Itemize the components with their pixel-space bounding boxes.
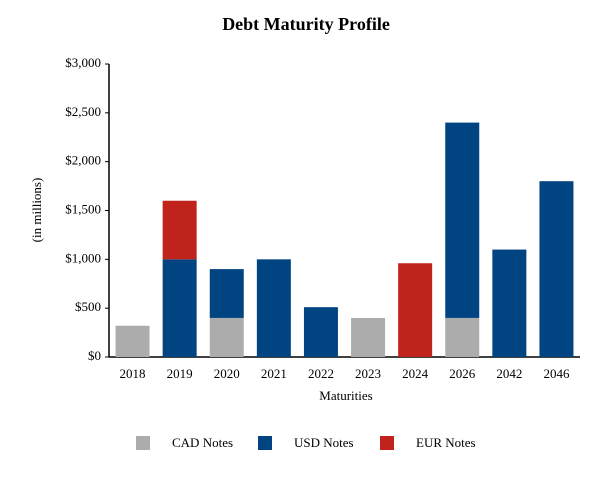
y-tick-label: $3,000: [65, 55, 101, 70]
y-tick-label: $500: [75, 299, 101, 314]
bar-segment: [209, 269, 244, 318]
legend-label: CAD Notes: [172, 435, 233, 450]
x-tick-label: 2026: [449, 366, 476, 381]
legend-swatch: [136, 436, 150, 450]
y-tick-label: $1,000: [65, 250, 101, 265]
x-tick-label: 2023: [355, 366, 381, 381]
bar-segment: [115, 325, 150, 357]
bar-segment: [303, 307, 338, 357]
bar-segment: [445, 317, 480, 357]
bar-segment: [256, 259, 291, 357]
x-axis-label: Maturities: [319, 388, 372, 403]
x-tick-label: 2046: [543, 366, 570, 381]
x-tick-label: 2024: [402, 366, 429, 381]
x-tick-label: 2019: [167, 366, 193, 381]
x-tick-label: 2022: [308, 366, 334, 381]
y-tick-label: $0: [88, 348, 101, 363]
y-tick-label: $2,500: [65, 104, 101, 119]
bar-segment: [209, 317, 244, 357]
bar-segment: [162, 200, 197, 260]
legend-label: EUR Notes: [416, 435, 476, 450]
bar-segment: [351, 317, 386, 357]
y-tick-label: $1,500: [65, 201, 101, 216]
legend-swatch: [258, 436, 272, 450]
x-tick-label: 2018: [120, 366, 146, 381]
y-tick-label: $2,000: [65, 153, 101, 168]
x-tick-label: 2042: [496, 366, 522, 381]
y-axis-label: (in millions): [29, 178, 44, 243]
bar-segment: [445, 122, 480, 318]
bar-segment: [162, 259, 197, 357]
bar-segment: [398, 263, 433, 357]
legend-swatch: [380, 436, 394, 450]
x-tick-label: 2021: [261, 366, 287, 381]
chart-title: Debt Maturity Profile: [222, 14, 390, 34]
x-tick-label: 2020: [214, 366, 240, 381]
bar-segment: [492, 249, 527, 357]
legend-label: USD Notes: [294, 435, 354, 450]
bar-segment: [539, 181, 574, 357]
